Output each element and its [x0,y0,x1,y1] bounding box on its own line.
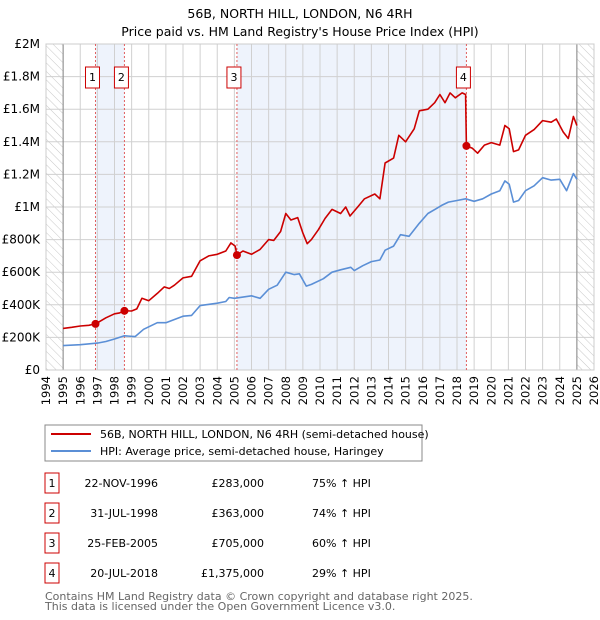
x-tick-label: 2000 [142,376,156,405]
table-row: 2 31-JUL-1998 £363,000 74% ↑ HPI [44,502,371,524]
sale-point [462,141,471,150]
footer-licence: This data is licensed under the Open Gov… [44,600,395,613]
legend-box [44,424,423,462]
row-date: 22-NOV-1996 [84,477,158,490]
series-line-property [62,92,578,330]
chart-subtitle: Price paid vs. HM Land Registry's House … [121,24,478,39]
y-tick-label: £1.2M [3,167,40,181]
sale-label-number: 2 [118,71,125,84]
y-tick-label: £2M [14,37,40,51]
y-tick-label: £1.6M [3,102,40,116]
y-tick-label: £1.8M [3,70,40,84]
x-tick-label: 2019 [467,376,481,405]
y-tick-label: £800K [2,233,42,247]
y-tick-label: £400K [2,298,42,312]
x-tick-label: 2003 [193,376,207,405]
x-tick-label: 1999 [125,376,139,405]
row-number: 2 [49,507,56,520]
row-number: 4 [49,567,56,580]
x-tick-label: 2009 [296,376,310,405]
table-row: 4 20-JUL-2018 £1,375,000 29% ↑ HPI [44,562,371,584]
series-line-hpi [63,172,578,347]
x-tick-label: 2025 [570,376,584,405]
sale-label-number: 3 [230,71,237,84]
x-tick-label: 2006 [245,376,259,405]
row-hpi-change: 29% ↑ HPI [312,567,371,580]
row-number-box [44,562,60,584]
sale-label-number: 4 [460,71,467,84]
row-hpi-change: 75% ↑ HPI [312,477,371,490]
row-date: 20-JUL-2018 [90,567,158,580]
row-hpi-change: 60% ↑ HPI [312,537,371,550]
y-tick-label: £200K [2,330,42,344]
table-row: 3 25-FEB-2005 £705,000 60% ↑ HPI [44,532,371,554]
x-tick-label: 1996 [73,376,87,405]
x-tick-label: 2023 [536,376,550,405]
x-tick-label: 2015 [399,376,413,405]
row-date: 25-FEB-2005 [87,537,158,550]
row-date: 31-JUL-1998 [90,507,158,520]
row-hpi-change: 74% ↑ HPI [312,507,371,520]
x-tick-label: 2016 [416,376,430,405]
x-tick-label: 2022 [519,376,533,405]
legend-property-label: 56B, NORTH HILL, LONDON, N6 4RH (semi-de… [100,428,429,441]
x-tick-label: 2002 [176,376,190,405]
sale-point [232,251,241,260]
x-tick-label: 1994 [39,376,53,405]
y-tick-label: £1.4M [3,135,40,149]
x-tick-label: 2014 [382,376,396,405]
row-number-box [44,502,60,524]
x-tick-label: 1997 [90,376,104,405]
sale-label-box [113,66,129,89]
y-tick-label: £1M [14,200,40,214]
sale-label-box [455,66,471,89]
transactions-table: 1 22-NOV-1996 £283,000 75% ↑ HPI 2 31-JUL-199… [44,472,371,584]
x-tick-label: 2020 [484,376,498,405]
sale-label-box [226,66,242,89]
x-tick-label: 2026 [587,376,600,405]
row-number: 3 [49,537,56,550]
x-tick-label: 2018 [450,376,464,405]
row-price: £1,375,000 [201,567,264,580]
row-price: £363,000 [212,507,265,520]
x-tick-label: 1995 [56,376,70,405]
sale-point [120,306,129,315]
x-tick-label: 2008 [279,376,293,405]
legend-hpi-label: HPI: Average price, semi-detached house,… [100,445,384,458]
x-tick-label: 2021 [501,376,515,405]
x-tick-label: 2017 [433,376,447,405]
table-row: 1 22-NOV-1996 £283,000 75% ↑ HPI [44,472,371,494]
x-tick-label: 2011 [330,376,344,405]
plot-border [45,43,595,371]
x-tick-label: 2007 [262,376,276,405]
row-price: £705,000 [212,537,265,550]
y-tick-label: £600K [2,265,42,279]
sale-label-box [84,66,100,89]
x-tick-label: 2004 [210,376,224,405]
x-tick-label: 1998 [108,376,122,405]
row-number: 1 [49,477,56,490]
x-tick-label: 2024 [553,376,567,405]
chart-title: 56B, NORTH HILL, LONDON, N6 4RH [187,6,412,21]
row-number-box [44,472,60,494]
sale-point [91,319,100,328]
x-tick-label: 2010 [313,376,327,405]
row-price: £283,000 [212,477,265,490]
x-tick-label: 2001 [159,376,173,405]
sale-label-number: 1 [89,71,96,84]
x-tick-label: 2012 [347,376,361,405]
x-tick-label: 2005 [227,376,241,405]
footer-copyright: Contains HM Land Registry data © Crown c… [45,590,473,603]
y-tick-label: £0 [25,363,40,377]
row-number-box [44,532,60,554]
x-tick-label: 2013 [364,376,378,405]
